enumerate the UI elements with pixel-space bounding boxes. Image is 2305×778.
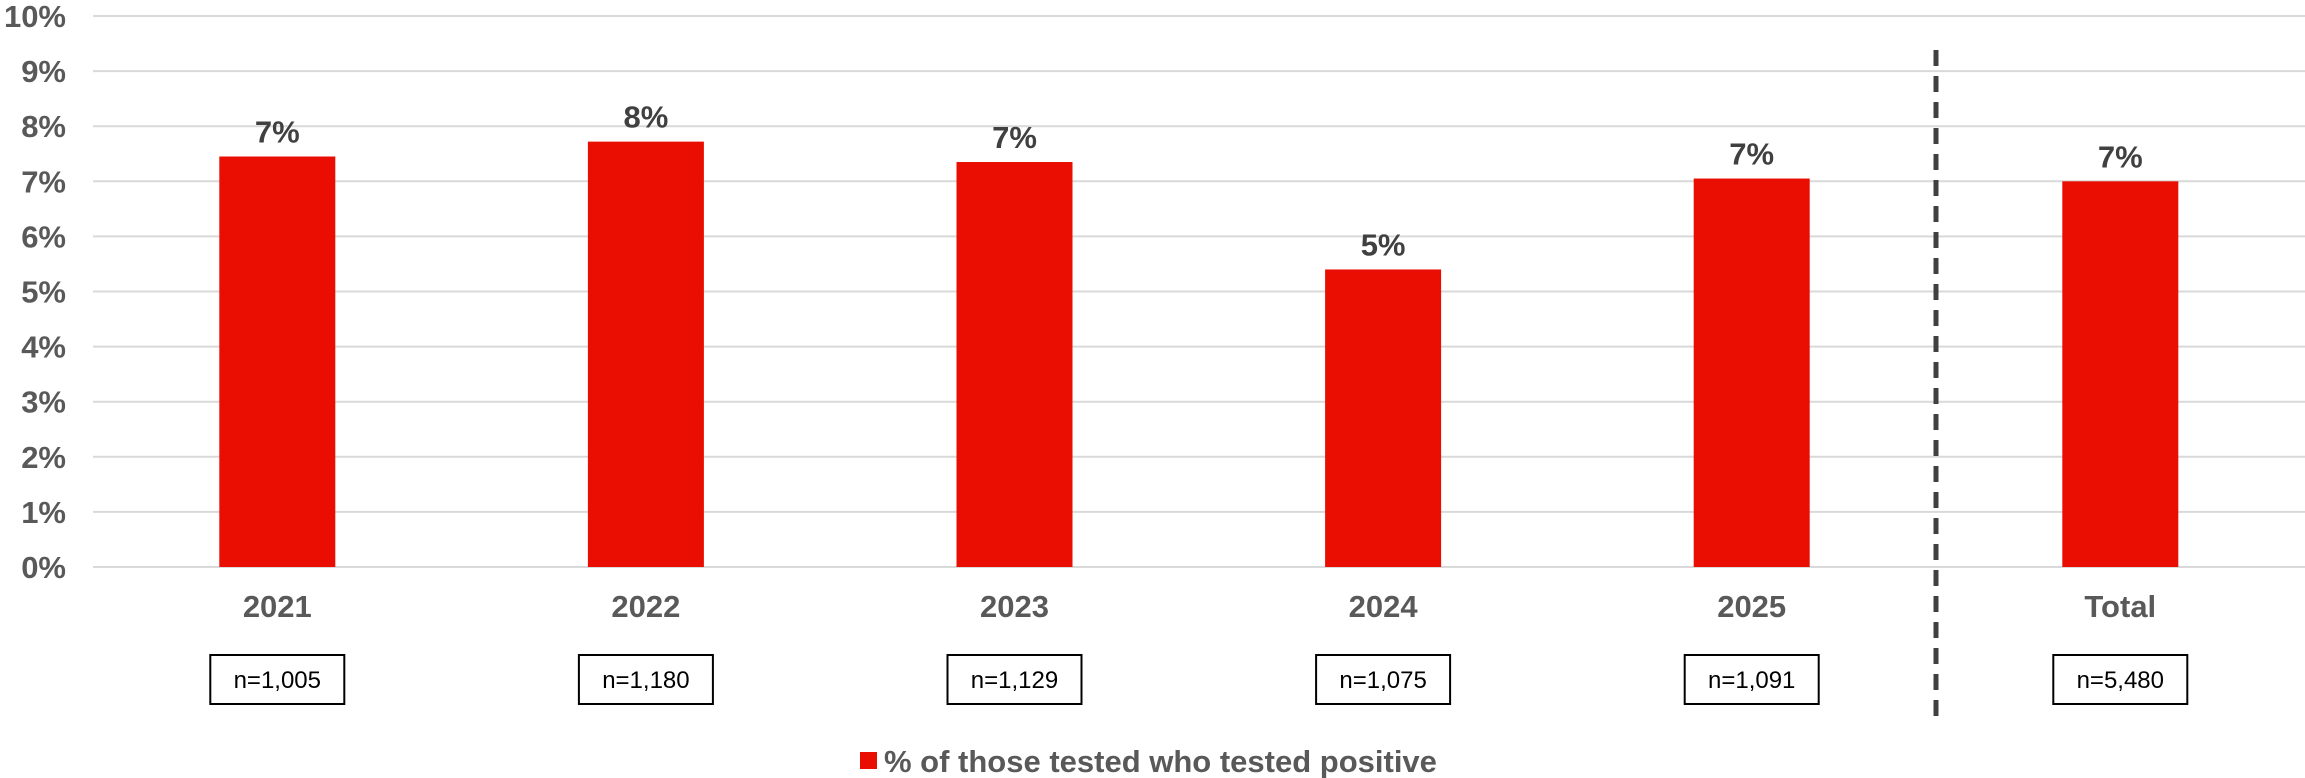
y-tick-label: 4% [21,330,66,365]
y-tick-label: 3% [21,385,66,420]
x-tick-label: 2022 [611,589,680,624]
x-tick-label: 2025 [1717,589,1786,624]
data-label: 7% [2098,139,2143,174]
sample-size-label: n=1,180 [602,667,689,694]
bar [956,162,1073,567]
sample-size-box: n=1,129 [946,654,1083,705]
y-tick-label: 10% [4,0,66,34]
sample-size-label: n=1,005 [234,667,321,694]
legend: % of those tested who tested positive [860,744,1437,778]
bar [219,156,336,567]
sample-size-box: n=1,180 [577,654,714,705]
data-label: 7% [1729,137,1774,172]
y-axis: 0% 1% 2% 3% 4% 5% 6% 7% 8% 9% 10% [4,0,66,585]
x-tick-label: Total [2084,589,2156,624]
sample-size-box: n=1,075 [1315,654,1452,705]
sample-size-boxes: n=1,005 n=1,180 n=1,129 n=1,075 n=1,091 n=5,4… [209,654,2189,705]
bar [2062,181,2179,568]
sample-size-label: n=1,091 [1708,667,1795,694]
y-tick-label: 6% [21,219,66,254]
x-tick-label: 2021 [243,589,312,624]
sample-size-box: n=1,091 [1683,654,1820,705]
gridlines [93,15,2305,568]
data-label: 8% [623,100,668,135]
data-labels: 7% 8% 7% 5% 7% 7% [255,100,2143,263]
sample-size-label: n=1,075 [1339,667,1426,694]
sample-size-border [577,654,714,705]
sample-size-box: n=1,005 [209,654,346,705]
x-tick-label: 2023 [980,589,1049,624]
legend-label: % of those tested who tested positive [884,744,1437,778]
y-tick-label: 2% [21,440,66,475]
y-tick-label: 7% [21,164,66,199]
sample-size-border [209,654,346,705]
y-tick-label: 8% [21,109,66,144]
y-tick-label: 9% [21,54,66,89]
y-tick-label: 1% [21,495,66,530]
data-label: 7% [255,115,300,150]
sample-size-label: n=5,480 [2077,667,2164,694]
y-tick-label: 5% [21,275,66,310]
sample-size-border [1315,654,1452,705]
sample-size-border [946,654,1083,705]
legend-swatch [860,752,877,769]
sample-size-label: n=1,129 [971,667,1058,694]
x-axis: 2021 2022 2023 2024 2025 Total [243,589,2156,624]
sample-size-border [1683,654,1820,705]
data-label: 5% [1361,227,1406,262]
sample-size-border [2052,654,2189,705]
bars [219,141,2179,568]
x-tick-label: 2024 [1349,589,1419,624]
bar [587,141,704,568]
sample-size-box: n=5,480 [2052,654,2189,705]
bar [1693,178,1810,568]
bar [1325,269,1442,567]
data-label: 7% [992,120,1037,155]
y-tick-label: 0% [21,550,66,585]
